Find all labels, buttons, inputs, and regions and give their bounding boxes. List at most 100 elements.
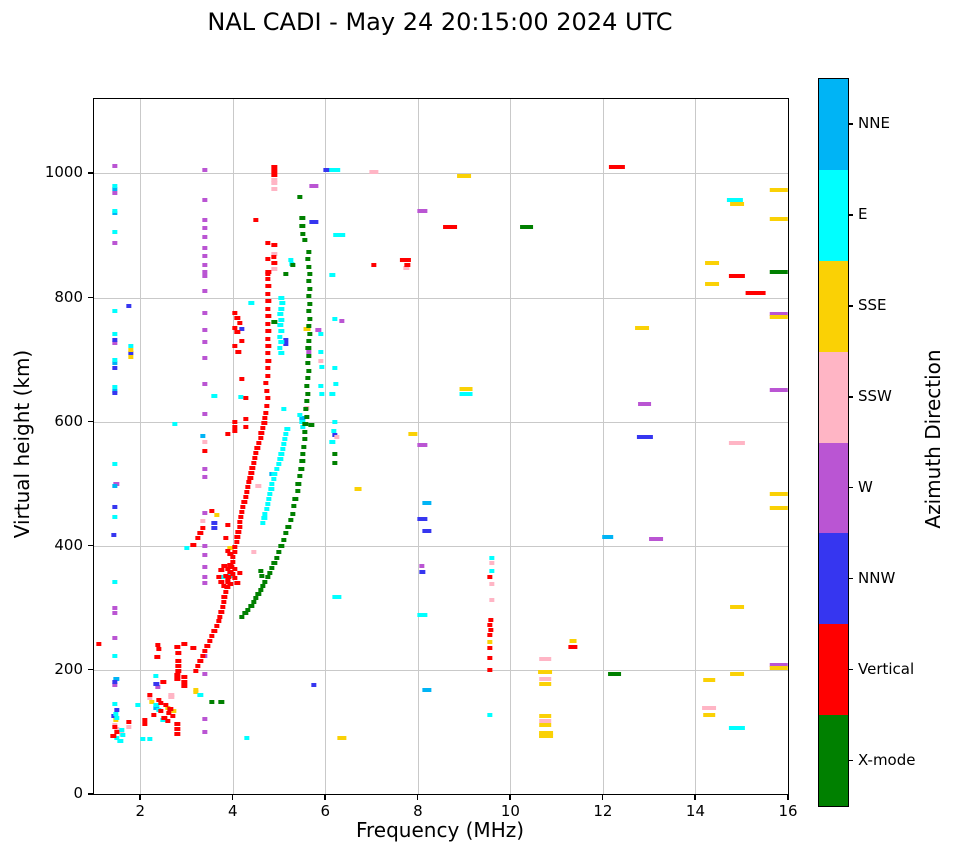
colorbar-segment-nne bbox=[819, 79, 848, 170]
data-point-sse bbox=[539, 731, 554, 736]
data-point-x-mode bbox=[299, 224, 305, 229]
data-point-vertical bbox=[197, 531, 204, 536]
data-point-vertical bbox=[174, 721, 180, 726]
data-point-vertical bbox=[238, 515, 244, 520]
data-point-e bbox=[281, 437, 288, 442]
data-point-e bbox=[112, 183, 118, 188]
data-point-vertical bbox=[221, 594, 228, 599]
data-point-e bbox=[114, 716, 120, 721]
data-point-vertical bbox=[155, 643, 161, 648]
data-point-nne bbox=[601, 535, 614, 540]
data-point-e bbox=[117, 738, 124, 743]
data-point-vertical bbox=[232, 424, 238, 429]
data-point-e bbox=[120, 733, 126, 738]
data-point-nnw bbox=[309, 220, 319, 225]
data-point-vertical bbox=[487, 628, 494, 633]
data-point-x-mode bbox=[290, 263, 296, 268]
data-point-vertical bbox=[174, 726, 180, 731]
data-point-w bbox=[112, 164, 118, 169]
data-point-e bbox=[281, 406, 287, 411]
data-point-x-mode bbox=[297, 474, 303, 479]
data-point-sse bbox=[128, 347, 134, 352]
data-point-vertical bbox=[257, 435, 264, 440]
data-point-e bbox=[729, 725, 746, 730]
colorbar-category-label: X-mode bbox=[858, 750, 916, 769]
data-point-x-mode bbox=[308, 422, 315, 427]
data-point-e bbox=[328, 167, 341, 172]
x-tick-label: 16 bbox=[778, 802, 798, 820]
colorbar-category-label: NNW bbox=[858, 568, 896, 587]
data-point-vertical bbox=[209, 634, 215, 639]
data-point-vertical bbox=[265, 299, 272, 304]
data-point-vertical bbox=[486, 623, 493, 628]
data-point-e bbox=[486, 712, 493, 717]
data-point-vertical bbox=[216, 574, 222, 579]
data-point-vertical bbox=[221, 564, 228, 569]
data-point-vertical bbox=[220, 599, 227, 604]
data-point-w bbox=[418, 564, 425, 569]
data-point-vertical bbox=[260, 425, 266, 430]
data-point-ssw bbox=[729, 440, 746, 445]
data-point-e bbox=[112, 357, 118, 362]
data-point-sse bbox=[730, 672, 745, 677]
data-point-x-mode bbox=[264, 575, 271, 580]
data-point-e bbox=[112, 654, 118, 659]
data-point-ssw bbox=[369, 170, 379, 175]
data-point-e bbox=[318, 383, 324, 388]
data-point-sse bbox=[193, 687, 199, 692]
data-point-vertical bbox=[264, 366, 271, 371]
data-point-e bbox=[219, 574, 226, 579]
x-tick-label: 4 bbox=[228, 802, 238, 820]
data-point-e bbox=[489, 569, 495, 574]
data-point-x-mode bbox=[257, 588, 264, 593]
data-point-e bbox=[269, 481, 275, 486]
data-point-sse bbox=[193, 690, 199, 695]
data-point-sse bbox=[539, 681, 551, 686]
data-point-nnw bbox=[239, 326, 245, 331]
data-point-x-mode bbox=[255, 592, 261, 597]
data-point-vertical bbox=[271, 261, 278, 266]
data-point-vertical bbox=[234, 316, 241, 321]
x-tick bbox=[416, 794, 419, 800]
data-point-nne bbox=[113, 676, 119, 681]
data-point-vertical bbox=[175, 650, 181, 655]
x-tick-label: 14 bbox=[685, 802, 705, 820]
data-point-x-mode bbox=[278, 543, 285, 548]
data-point-vertical bbox=[142, 721, 148, 726]
data-point-e bbox=[112, 308, 118, 313]
data-point-ssw bbox=[168, 692, 174, 697]
data-point-vertical bbox=[486, 632, 493, 637]
x-gridline bbox=[140, 99, 142, 794]
data-point-x-mode bbox=[260, 584, 266, 589]
data-point-vertical bbox=[258, 430, 265, 435]
data-point-vertical bbox=[146, 692, 153, 697]
data-point-vertical bbox=[232, 549, 238, 554]
data-point-w bbox=[202, 474, 208, 479]
data-point-vertical bbox=[169, 714, 176, 719]
data-point-w bbox=[202, 168, 208, 173]
data-point-sse bbox=[128, 355, 134, 360]
data-point-ssw bbox=[271, 181, 278, 186]
data-point-nnw bbox=[422, 528, 432, 533]
data-point-vertical bbox=[263, 403, 270, 408]
data-point-x-mode bbox=[306, 294, 312, 299]
colorbar-label: Azimuth Direction bbox=[921, 349, 945, 529]
data-point-e bbox=[197, 692, 204, 697]
data-point-vertical bbox=[232, 428, 238, 433]
data-point-e bbox=[331, 419, 338, 424]
data-point-w bbox=[112, 240, 118, 245]
data-point-vertical bbox=[264, 257, 271, 262]
x-tick bbox=[231, 794, 234, 800]
data-point-nne bbox=[112, 483, 118, 488]
data-point-sse bbox=[539, 713, 551, 718]
colorbar bbox=[818, 78, 849, 807]
data-point-w bbox=[202, 311, 208, 316]
data-point-w bbox=[202, 269, 208, 274]
data-point-x-mode bbox=[306, 249, 312, 254]
data-point-e bbox=[318, 350, 324, 355]
data-point-vertical bbox=[240, 505, 246, 510]
y-tick-label: 800 bbox=[54, 287, 83, 306]
data-point-x-mode bbox=[292, 496, 298, 501]
data-point-vertical bbox=[95, 642, 102, 647]
x-tick-label: 12 bbox=[593, 802, 613, 820]
